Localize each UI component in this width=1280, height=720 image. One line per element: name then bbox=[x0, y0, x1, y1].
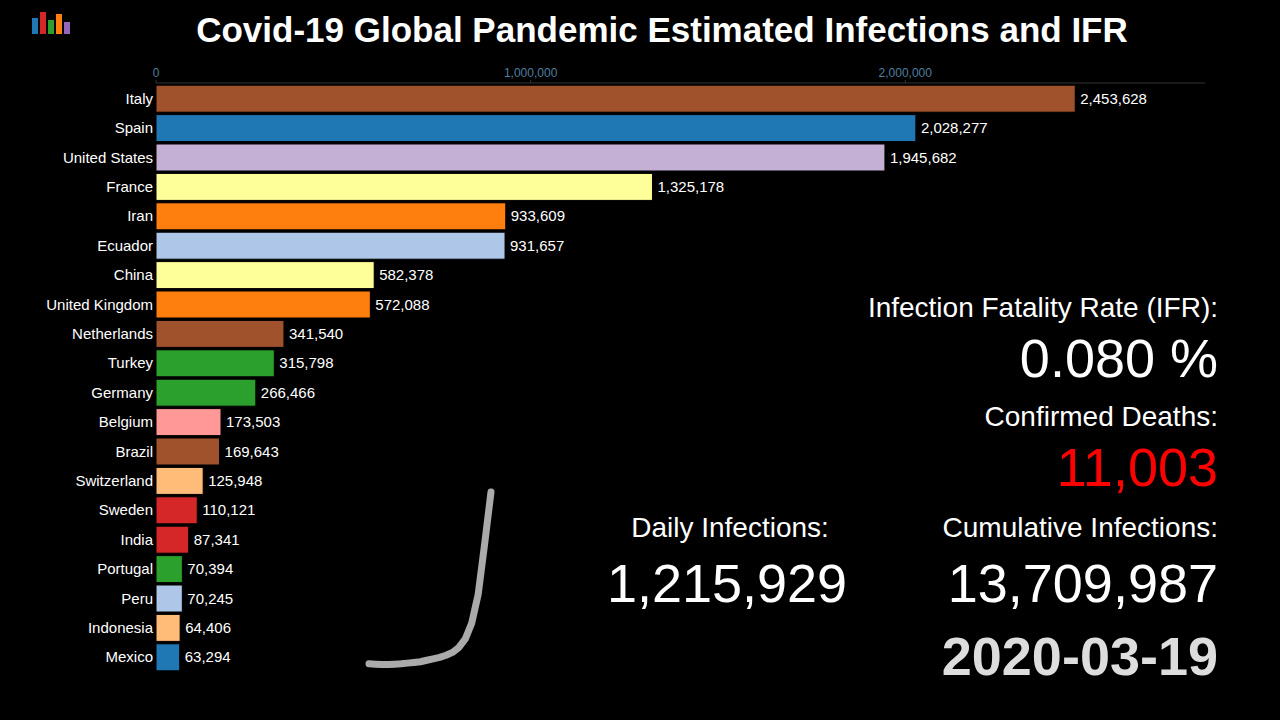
bar-chart: Covid-19 Global Pandemic Estimated Infec… bbox=[46, 10, 1218, 686]
annotation: 0.080 % bbox=[1020, 328, 1218, 388]
logo-bar bbox=[32, 18, 38, 34]
category-label: Peru bbox=[121, 590, 153, 607]
bar bbox=[156, 467, 203, 494]
logo-bar bbox=[56, 14, 62, 34]
bar bbox=[156, 203, 506, 230]
data-label: 64,406 bbox=[185, 619, 231, 636]
bar bbox=[156, 556, 182, 583]
category-label: Ecuador bbox=[97, 237, 153, 254]
category-label: Spain bbox=[115, 119, 153, 136]
data-label: 266,466 bbox=[261, 384, 315, 401]
line bbox=[369, 492, 491, 665]
bar bbox=[156, 320, 284, 347]
data-label: 110,121 bbox=[202, 501, 255, 518]
annotation: Daily Infections: bbox=[631, 512, 829, 543]
bar bbox=[156, 526, 189, 553]
category-label: China bbox=[114, 266, 154, 283]
bar bbox=[156, 232, 505, 259]
sparkline bbox=[369, 492, 491, 665]
x-tick bbox=[530, 80, 531, 83]
data-label: 87,341 bbox=[194, 531, 240, 548]
bar bbox=[156, 262, 374, 289]
x-tick bbox=[156, 80, 157, 83]
bar bbox=[156, 644, 180, 671]
data-label: 2,028,277 bbox=[921, 119, 988, 136]
data-label: 125,948 bbox=[208, 472, 262, 489]
category-label: Italy bbox=[125, 90, 153, 107]
category-label: Portugal bbox=[97, 560, 153, 577]
bar bbox=[156, 85, 1075, 112]
annotation: 1,215,929 bbox=[607, 553, 847, 613]
background bbox=[0, 0, 1280, 720]
bar bbox=[156, 379, 256, 406]
category-label: United States bbox=[63, 149, 153, 166]
chart-title: Covid-19 Global Pandemic Estimated Infec… bbox=[196, 10, 1128, 49]
category-label: Belgium bbox=[99, 413, 153, 430]
annotation: 13,709,987 bbox=[948, 553, 1218, 613]
data-label: 315,798 bbox=[279, 354, 333, 371]
logo-bar bbox=[48, 20, 54, 34]
x-tick-label: 1,000,000 bbox=[504, 66, 558, 80]
category-label: Indonesia bbox=[88, 619, 154, 636]
data-label: 931,657 bbox=[510, 237, 564, 254]
x-tick-label: 0 bbox=[153, 66, 160, 80]
data-label: 173,503 bbox=[226, 413, 280, 430]
annotation: 2020-03-19 bbox=[942, 626, 1218, 686]
category-label: France bbox=[106, 178, 153, 195]
bar bbox=[156, 409, 221, 436]
bar bbox=[156, 291, 370, 318]
data-label: 341,540 bbox=[289, 325, 343, 342]
annotation: 11,003 bbox=[1057, 437, 1218, 497]
bar bbox=[156, 614, 180, 641]
data-label: 63,294 bbox=[185, 648, 231, 665]
annotation: Infection Fatality Rate (IFR): bbox=[868, 292, 1218, 323]
data-label: 2,453,628 bbox=[1080, 90, 1147, 107]
bars bbox=[156, 85, 1075, 671]
category-label: United Kingdom bbox=[46, 296, 153, 313]
category-label: Switzerland bbox=[75, 472, 153, 489]
logo-bar bbox=[64, 22, 70, 34]
bar bbox=[156, 497, 197, 524]
chart-root: Covid-19 Global Pandemic Estimated Infec… bbox=[0, 0, 1280, 720]
category-label: Netherlands bbox=[72, 325, 153, 342]
category-label: Brazil bbox=[115, 443, 153, 460]
bar bbox=[156, 350, 274, 377]
data-label: 582,378 bbox=[379, 266, 433, 283]
bar bbox=[156, 438, 220, 465]
category-label: Iran bbox=[127, 207, 153, 224]
logo-bar bbox=[40, 12, 46, 34]
bar bbox=[156, 115, 916, 142]
category-label: Turkey bbox=[108, 354, 154, 371]
bar bbox=[156, 585, 182, 612]
data-label: 70,394 bbox=[187, 560, 233, 577]
data-label: 169,643 bbox=[225, 443, 279, 460]
logo bbox=[32, 12, 70, 34]
category-label: India bbox=[120, 531, 153, 548]
annotation: Confirmed Deaths: bbox=[985, 401, 1218, 432]
bar bbox=[156, 144, 885, 171]
x-tick bbox=[905, 80, 906, 83]
data-label: 572,088 bbox=[375, 296, 429, 313]
data-label: 70,245 bbox=[187, 590, 233, 607]
sparkline-plot bbox=[369, 492, 491, 665]
x-tick-label: 2,000,000 bbox=[879, 66, 933, 80]
category-label: Germany bbox=[91, 384, 153, 401]
data-label: 1,325,178 bbox=[657, 178, 724, 195]
category-label: Mexico bbox=[105, 648, 153, 665]
x-axis-line bbox=[156, 83, 1205, 84]
annotation: Cumulative Infections: bbox=[943, 512, 1218, 543]
bar bbox=[156, 173, 652, 200]
category-label: Sweden bbox=[99, 501, 153, 518]
data-label: 933,609 bbox=[511, 207, 565, 224]
data-label: 1,945,682 bbox=[890, 149, 957, 166]
